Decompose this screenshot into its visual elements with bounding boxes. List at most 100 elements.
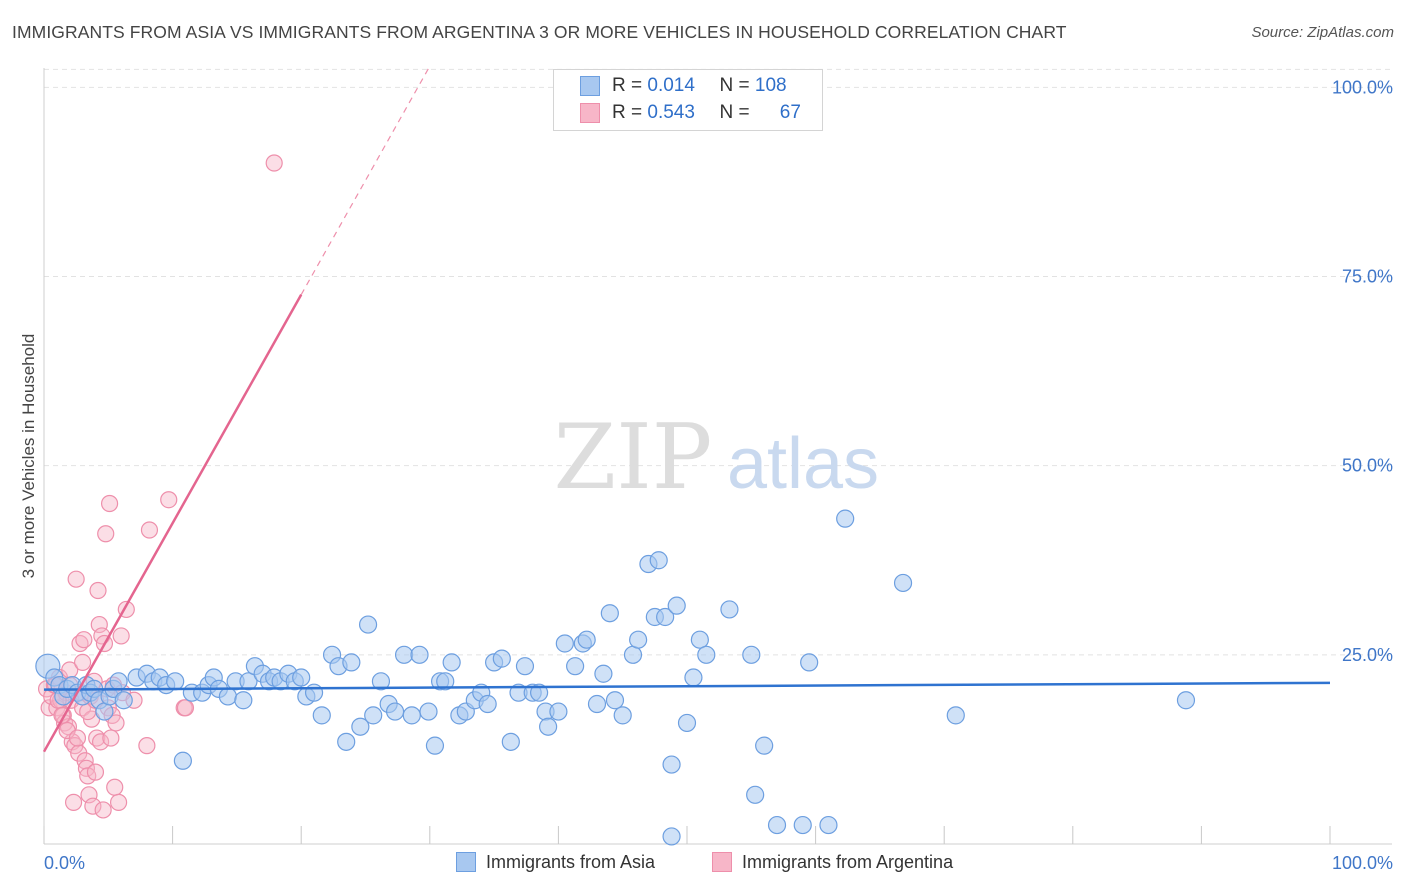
asia-point bbox=[623, 645, 643, 664]
asia-point bbox=[109, 672, 128, 691]
correlation-legend: R = 0.014 N = 108 R = 0.543 N = 67 bbox=[553, 69, 823, 131]
argentina-point bbox=[86, 763, 105, 781]
asia-point bbox=[819, 815, 838, 835]
argentina-point bbox=[102, 729, 120, 747]
legend-asia-n-label: N = bbox=[719, 75, 750, 96]
asia-point bbox=[587, 694, 607, 714]
asia-point bbox=[800, 653, 819, 672]
asia-point bbox=[114, 691, 133, 710]
asia-point bbox=[218, 687, 237, 706]
asia-point bbox=[746, 785, 765, 804]
argentina-point bbox=[176, 699, 195, 717]
asia-point bbox=[358, 615, 378, 634]
asia-point bbox=[371, 672, 391, 691]
y-tick-label-75: 75.0% bbox=[1342, 267, 1393, 287]
argentina-point bbox=[80, 786, 98, 804]
asia-point bbox=[410, 645, 429, 664]
argentina-point bbox=[64, 793, 83, 811]
asia-point bbox=[566, 657, 585, 676]
asia-point bbox=[793, 815, 812, 835]
tick-labels: 25.0% 50.0% 75.0% 100.0% 0.0% 100.0% bbox=[44, 77, 1393, 873]
asia-point bbox=[577, 630, 596, 649]
argentina-point bbox=[112, 627, 130, 645]
asia-point bbox=[425, 736, 445, 755]
argentina-trend-extension bbox=[300, 64, 432, 295]
asia-point bbox=[549, 702, 568, 721]
chart-title: IMMIGRANTS FROM ASIA VS IMMIGRANTS FROM … bbox=[12, 22, 1067, 42]
legend-argentina-n-label: N = bbox=[719, 102, 750, 123]
asia-point bbox=[351, 717, 370, 736]
argentina-point bbox=[67, 570, 85, 588]
asia-point bbox=[364, 706, 383, 725]
asia-point bbox=[342, 653, 361, 672]
y-tick-label-50: 50.0% bbox=[1342, 456, 1393, 476]
asia-point bbox=[442, 653, 461, 672]
asia-point bbox=[304, 683, 324, 702]
legend-swatch-argentina bbox=[580, 103, 600, 123]
watermark-atlas: atlas bbox=[727, 424, 879, 504]
asia-point bbox=[684, 668, 703, 687]
argentina-points bbox=[37, 154, 283, 819]
argentina-point bbox=[73, 653, 92, 672]
asia-point bbox=[667, 596, 686, 615]
y-tick-label-25: 25.0% bbox=[1342, 645, 1393, 665]
argentina-point bbox=[89, 581, 107, 600]
legend-argentina-n-value: 67 bbox=[779, 102, 801, 123]
argentina-point bbox=[106, 778, 124, 796]
asia-point bbox=[656, 607, 675, 627]
argentina-point bbox=[94, 801, 112, 819]
asia-point bbox=[239, 672, 258, 691]
asia-point bbox=[394, 645, 414, 664]
y-tick-label-100: 100.0% bbox=[1332, 77, 1393, 97]
watermark-zip: ZIP bbox=[554, 405, 713, 510]
legend-argentina-r-label: R = bbox=[612, 102, 643, 123]
asia-point bbox=[755, 736, 774, 755]
argentina-point bbox=[91, 733, 110, 751]
argentina-point bbox=[75, 631, 93, 649]
legend-swatch-asia bbox=[580, 76, 600, 96]
argentina-point bbox=[138, 737, 156, 755]
asia-point bbox=[95, 702, 114, 721]
asia-point bbox=[605, 691, 625, 710]
asia-point bbox=[629, 630, 648, 649]
argentina-point bbox=[265, 154, 283, 172]
asia-point bbox=[594, 664, 613, 683]
argentina-point bbox=[109, 793, 128, 811]
asia-point bbox=[697, 645, 716, 664]
bottom-legend-argentina: Immigrants from Argentina bbox=[712, 852, 953, 873]
asia-trend-line bbox=[43, 681, 1331, 691]
asia-point bbox=[234, 691, 253, 710]
asia-point bbox=[600, 604, 619, 623]
legend-asia-r-label: R = bbox=[612, 75, 643, 96]
asia-point bbox=[419, 702, 438, 721]
legend-asia-n-value: 108 bbox=[754, 75, 787, 96]
x-tick-label-100: 100.0% bbox=[1332, 853, 1393, 873]
argentina-point bbox=[68, 729, 87, 747]
asia-point bbox=[946, 706, 965, 725]
bottom-legend-argentina-label: Immigrants from Argentina bbox=[742, 852, 954, 872]
legend-asia-r-value: 0.014 bbox=[647, 75, 695, 96]
watermark: ZIP atlas bbox=[554, 405, 879, 510]
asia-point bbox=[530, 683, 549, 702]
argentina-point bbox=[107, 714, 125, 732]
axes bbox=[43, 68, 1392, 845]
asia-point bbox=[173, 751, 192, 770]
asia-point bbox=[677, 713, 697, 733]
argentina-point bbox=[160, 491, 178, 509]
asia-point bbox=[720, 600, 739, 619]
legend-argentina-r-value: 0.543 bbox=[647, 102, 695, 123]
bottom-legend-asia: Immigrants from Asia bbox=[456, 852, 655, 873]
asia-point bbox=[649, 551, 668, 570]
asia-point bbox=[1176, 691, 1196, 710]
bottom-legend-asia-label: Immigrants from Asia bbox=[486, 852, 656, 872]
argentina-point bbox=[97, 525, 115, 543]
asia-point bbox=[539, 717, 558, 736]
asia-point bbox=[662, 827, 681, 846]
asia-point bbox=[337, 732, 356, 751]
asia-point bbox=[515, 657, 535, 676]
asia-point bbox=[501, 732, 520, 751]
asia-point bbox=[312, 706, 331, 725]
x-tick-label-0: 0.0% bbox=[44, 853, 85, 873]
asia-point bbox=[492, 649, 511, 668]
